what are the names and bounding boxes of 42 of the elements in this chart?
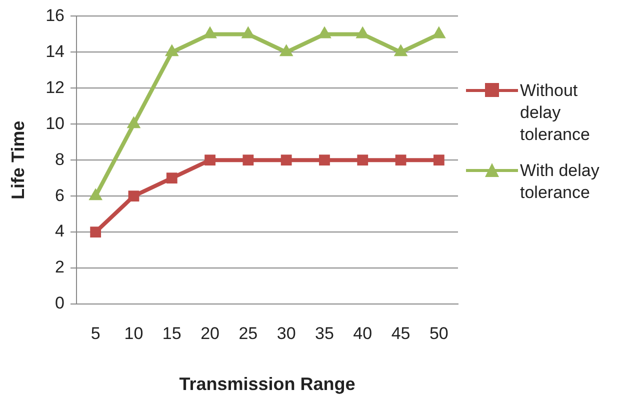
x-axis-title: Transmission Range [179, 374, 356, 394]
point [356, 26, 370, 38]
y-tick-label: 0 [55, 294, 65, 313]
y-tick-label: 8 [55, 150, 65, 169]
point [166, 172, 178, 184]
x-tick-label: 20 [200, 324, 220, 343]
y-tick-label: 16 [46, 6, 65, 25]
x-tick-label: 30 [276, 324, 296, 343]
y-tick-label: 14 [46, 42, 65, 61]
point [90, 226, 102, 238]
x-tick-label: 50 [429, 324, 448, 343]
point [318, 26, 332, 38]
point [204, 154, 216, 166]
y-tick-label: 2 [55, 258, 65, 277]
point [203, 26, 217, 38]
point [242, 154, 254, 166]
x-tick-label: 5 [90, 324, 100, 343]
point [280, 44, 293, 56]
point [432, 26, 446, 38]
point [319, 154, 330, 166]
point [433, 154, 444, 166]
point [128, 190, 140, 202]
x-tick-label: 40 [353, 324, 372, 343]
point [242, 26, 255, 38]
x-tick-label: 35 [315, 324, 334, 343]
point [357, 154, 368, 166]
y-tick-label: 10 [46, 114, 65, 133]
legend-label: Without delay tolerance [520, 80, 591, 146]
point [127, 116, 140, 128]
y-tick-label: 12 [46, 78, 65, 97]
y-tick-label: 6 [55, 186, 65, 205]
point [394, 44, 408, 56]
y-tick-label: 4 [55, 222, 65, 241]
x-tick-label: 15 [162, 324, 182, 343]
point [165, 44, 178, 56]
legend-label: With delay tolerance [520, 160, 600, 204]
point [395, 154, 406, 166]
x-tick-label: 45 [391, 324, 410, 343]
point [280, 154, 292, 166]
x-tick-label: 25 [238, 324, 258, 343]
y-axis-title: Life Time [8, 120, 28, 200]
x-tick-label: 10 [124, 324, 144, 343]
